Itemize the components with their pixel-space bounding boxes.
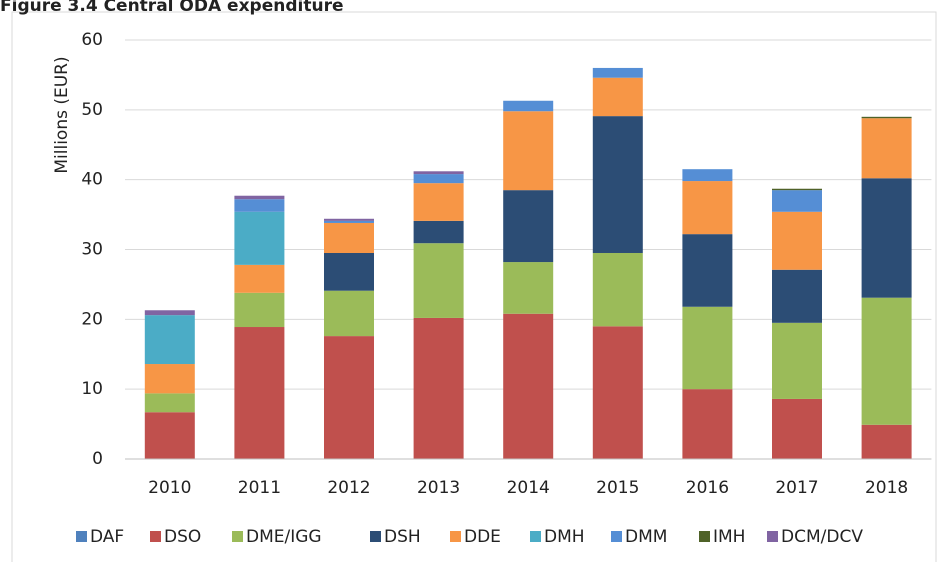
bar-segment (324, 290, 374, 337)
bar-segment (413, 317, 464, 459)
bar-segment (861, 118, 912, 179)
y-tick-label: 0 (92, 449, 103, 469)
bar-segment (772, 398, 822, 459)
bar-segment (772, 211, 822, 270)
legend-swatch (530, 531, 541, 542)
bar-segment (682, 306, 733, 390)
legend-swatch (450, 531, 461, 542)
x-tick-label: 2010 (148, 478, 191, 498)
bar-segment (234, 199, 285, 212)
y-tick-label: 10 (81, 379, 103, 399)
bar-segment (592, 252, 643, 327)
legend-swatch (611, 531, 622, 542)
chart-title: Figure 3.4 Central ODA expenditure (0, 0, 344, 16)
bar-segment (413, 220, 464, 244)
legend-label: IMH (713, 527, 745, 547)
legend-swatch (370, 531, 381, 542)
bar-segment (234, 327, 285, 459)
y-tick-label: 30 (81, 240, 103, 260)
x-tick-label: 2016 (686, 478, 729, 498)
bar-segment (324, 252, 374, 291)
bar-segment (503, 313, 554, 459)
legend-label: DMM (625, 527, 667, 547)
legend-swatch (76, 531, 87, 542)
y-tick-label: 50 (81, 100, 103, 120)
legend-label: DAF (90, 527, 124, 547)
bar-segment (682, 389, 733, 459)
legend-label: DDE (464, 527, 501, 547)
bar-segment (234, 264, 285, 293)
legend-label: DSO (164, 527, 201, 547)
bar-segment (324, 218, 374, 221)
legend-swatch (150, 531, 161, 542)
x-tick-label: 2013 (417, 478, 460, 498)
x-tick-label: 2014 (507, 478, 550, 498)
bar-segment (682, 181, 733, 235)
bar-segment (592, 116, 643, 253)
legend-label: DCM/DCV (781, 527, 863, 547)
bar-segment (592, 326, 643, 459)
legend-label: DME/IGG (246, 527, 322, 547)
bar-segment (234, 292, 285, 328)
legend-swatch (767, 531, 778, 542)
bar-segment (861, 297, 912, 425)
bar-segment (144, 412, 195, 459)
bar-segment (592, 67, 643, 78)
x-tick-label: 2011 (238, 478, 281, 498)
bar-segment (503, 262, 554, 314)
bar-segment (413, 183, 464, 221)
bar-segment (503, 190, 554, 263)
bar-segment (503, 100, 554, 112)
y-axis-label: Millions (EUR) (52, 56, 72, 173)
x-tick-label: 2015 (596, 478, 639, 498)
bar-segment (144, 393, 195, 413)
bar-segment (503, 111, 554, 191)
bar-segment (772, 322, 822, 399)
x-tick-label: 2018 (865, 478, 908, 498)
bar-segment (682, 169, 733, 182)
legend-label: DMH (544, 527, 585, 547)
bar-segment (324, 222, 374, 253)
bar-segment (144, 310, 195, 316)
bar-segment (413, 174, 464, 184)
bar-segment (413, 171, 464, 175)
bar-segment (772, 190, 822, 212)
y-tick-label: 60 (81, 30, 103, 50)
bar-segment (861, 116, 912, 119)
legend-swatch (232, 531, 243, 542)
y-tick-label: 20 (81, 309, 103, 329)
bar-segment (234, 211, 285, 265)
bar-segment (592, 77, 643, 117)
x-tick-label: 2017 (775, 478, 818, 498)
bar-segment (324, 336, 374, 459)
bar-segment (234, 195, 285, 200)
bar-segment (682, 234, 733, 307)
legend-swatch (699, 531, 710, 542)
x-tick-label: 2012 (327, 478, 370, 498)
y-tick-label: 40 (81, 170, 103, 190)
legend-label: DSH (384, 527, 421, 547)
bar-segment (144, 315, 195, 365)
bar-segment (144, 364, 195, 394)
bar-segment (772, 188, 822, 191)
bar-segment (324, 220, 374, 223)
bar-segment (861, 178, 912, 298)
bar-segment (861, 424, 912, 459)
bar-segment (772, 269, 822, 323)
bar-segment (413, 243, 464, 318)
